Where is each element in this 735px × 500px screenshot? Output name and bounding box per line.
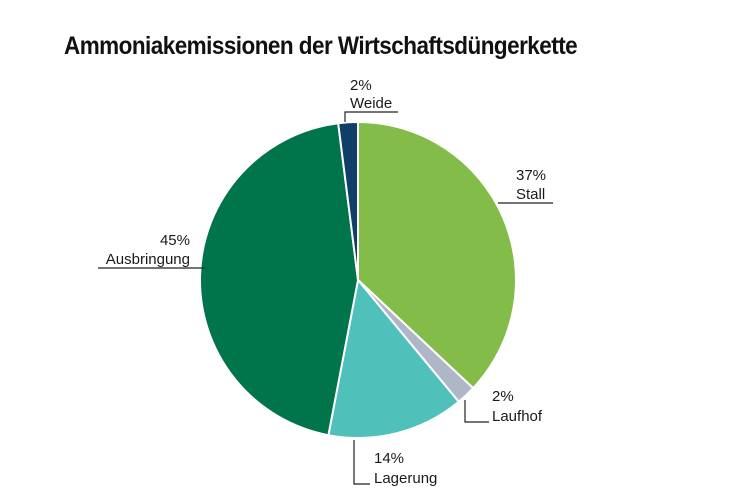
chart-title: Ammoniakemissionen der Wirtschaftsdünger…: [64, 32, 578, 60]
pie-slice-lagerung: [327, 277, 461, 439]
label-laufhof-value: 2%: [492, 388, 514, 405]
pie-slice-stall: [357, 120, 517, 390]
pie-slice-weide: [337, 120, 359, 281]
label-stall-value: 37%: [516, 167, 546, 184]
label-lagerung-value: 14%: [374, 450, 404, 467]
pie-slice-ausbringung: [199, 122, 360, 437]
label-stall-name: Stall: [516, 186, 545, 203]
label-lagerung-name: Lagerung: [374, 470, 437, 487]
leader-weide: [344, 111, 398, 122]
label-weide-name: Weide: [350, 95, 392, 112]
label-ausbringung-name: Ausbringung: [106, 251, 190, 268]
leader-lagerung: [353, 440, 370, 485]
leader-laufhof: [464, 400, 489, 423]
label-laufhof-name: Laufhof: [492, 408, 543, 425]
label-weide-value: 2%: [350, 77, 372, 94]
label-ausbringung-value: 45%: [160, 232, 190, 249]
